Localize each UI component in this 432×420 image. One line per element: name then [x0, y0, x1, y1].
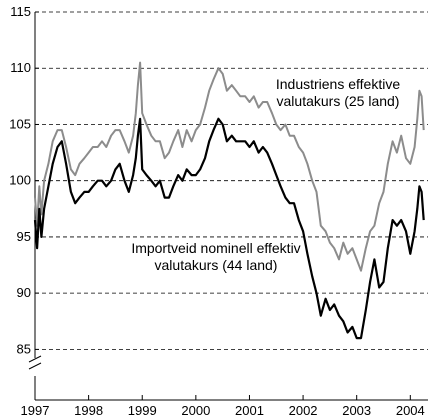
- y-tick-label: 95: [17, 229, 31, 244]
- x-tick-labels: 1997 1998 1999 2000 2001 2002 2003 2004: [21, 395, 425, 418]
- axes: [28, 12, 428, 401]
- y-tick-label: 90: [17, 285, 31, 300]
- x-tick-label: 2004: [396, 403, 425, 418]
- series-line-industry: [34, 61, 425, 272]
- y-tick-label: 100: [9, 173, 31, 188]
- y-tick-labels: 85 90 95 100 105 110 115: [9, 4, 39, 356]
- x-tick-label: 2001: [235, 403, 264, 418]
- axis-break-mark: [28, 355, 42, 370]
- series-line-import: [33, 117, 425, 340]
- x-tick-label: 1997: [21, 403, 50, 418]
- y-tick-label: 110: [10, 60, 31, 75]
- x-tick-label: 2002: [289, 403, 318, 418]
- annotation-import-line1: Importveid nominell effektiv: [131, 240, 300, 256]
- x-tick-label: 1999: [128, 403, 157, 418]
- annotation-import-line2: valutakurs (44 land): [155, 257, 278, 273]
- gridlines: [35, 11, 428, 350]
- y-tick-label: 85: [17, 341, 31, 356]
- x-tick-label: 2003: [342, 403, 371, 418]
- x-tick-label: 1998: [74, 403, 103, 418]
- x-tick-label: 2000: [181, 403, 210, 418]
- series-lines: [33, 61, 425, 340]
- annotation-industry-line2: valutakurs (25 land): [277, 93, 400, 109]
- y-tick-label: 115: [10, 4, 31, 19]
- y-tick-label: 105: [9, 116, 31, 131]
- annotation-industry-line1: Industriens effektive: [276, 76, 400, 92]
